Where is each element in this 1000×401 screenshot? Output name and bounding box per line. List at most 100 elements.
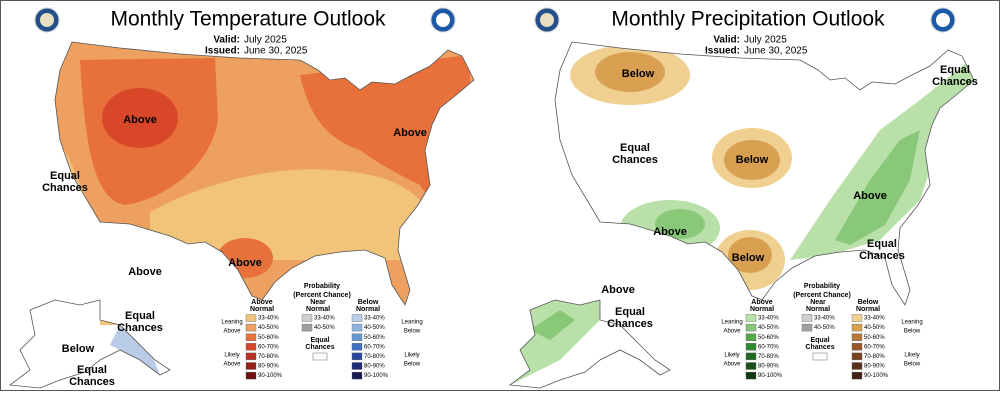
issued-date: June 30, 2025 — [744, 46, 808, 57]
legend-item: 50-60% — [758, 335, 779, 341]
legend-item: 33-40% — [864, 316, 885, 322]
legend-title: Probability — [804, 283, 840, 290]
legend-category: Leaning — [721, 320, 742, 326]
legend-swatch — [351, 352, 363, 361]
legend-swatch — [351, 314, 363, 322]
region-label: Equal — [77, 364, 107, 376]
region-label: Chances — [859, 250, 905, 262]
region — [110, 325, 160, 375]
legend-header: Normal — [356, 306, 380, 313]
legend-header: Near — [810, 299, 826, 306]
legend-header: Below — [358, 299, 379, 306]
legend-header: Below — [858, 299, 879, 306]
legend-swatch — [245, 352, 257, 361]
legend-item: 70-80% — [364, 354, 385, 360]
map-title: Monthly Precipitation Outlook — [611, 8, 885, 31]
legend-swatch — [301, 314, 313, 322]
legend-item: 33-40% — [258, 316, 279, 322]
issued-label: Issued: — [705, 46, 740, 57]
legend-item: 80-90% — [258, 364, 279, 370]
legend-header: Near — [310, 299, 326, 306]
map-title: Monthly Temperature Outlook — [110, 8, 386, 31]
us-outline — [554, 41, 975, 306]
legend-swatch — [745, 371, 757, 380]
legend-item: 40-50% — [258, 325, 279, 331]
region — [102, 88, 178, 148]
region-label: Equal — [50, 170, 80, 182]
region-label: Equal — [620, 142, 650, 154]
region — [728, 237, 772, 273]
legend-swatch — [351, 371, 363, 380]
us-outline — [54, 41, 475, 306]
legend-item: 90-100% — [364, 373, 389, 379]
region — [595, 52, 665, 92]
logo-inner — [540, 13, 554, 27]
region-label: Equal — [940, 64, 970, 76]
legend-category: Below — [904, 329, 921, 335]
legend-equal: Chances — [305, 344, 334, 351]
legend-swatch — [245, 371, 257, 380]
legend-category: Below — [904, 362, 921, 368]
alaska-outline — [508, 299, 671, 389]
legend-item: 33-40% — [314, 316, 335, 322]
legend-equal: Chances — [805, 344, 834, 351]
legend-equal: Equal — [810, 337, 829, 344]
region-label: Above — [601, 284, 635, 296]
legend-header: Normal — [856, 306, 880, 313]
legend-swatch — [851, 371, 863, 380]
legend-category: Leaning — [401, 320, 422, 326]
region-label: Chances — [117, 322, 163, 334]
legend-subtitle: (Percent Chance) — [793, 292, 851, 299]
legend-category: Below — [404, 362, 421, 368]
legend-item: 70-80% — [864, 354, 885, 360]
logo-inner — [40, 13, 54, 27]
region — [655, 209, 705, 239]
valid-label: Valid: — [713, 35, 740, 46]
legend-swatch — [745, 362, 757, 370]
legend-swatch — [851, 362, 863, 370]
region-label: Below — [62, 343, 95, 355]
legend-swatch — [745, 333, 757, 341]
legend-swatch — [851, 323, 863, 332]
legend-swatch — [745, 343, 757, 351]
region-label: Above — [128, 266, 162, 278]
region-label: Below — [622, 68, 655, 80]
region-label: Chances — [932, 76, 978, 88]
legend-category: Above — [223, 329, 241, 335]
legend-swatch — [851, 343, 863, 351]
legend-swatch — [351, 362, 363, 370]
legend-item: 60-70% — [364, 344, 385, 350]
legend-category: Likely — [724, 353, 739, 359]
legend-swatch — [851, 352, 863, 361]
legend-swatch — [851, 333, 863, 341]
legend-title: Probability — [304, 283, 340, 290]
issued-label: Issued: — [205, 46, 240, 57]
region-label: Chances — [42, 182, 88, 194]
legend-equal-swatch — [312, 352, 328, 361]
legend-header: Normal — [250, 306, 274, 313]
region — [530, 310, 575, 340]
legend-item: 80-90% — [864, 364, 885, 370]
region — [724, 140, 780, 180]
map-panel: Monthly Precipitation Outlook Valid: July … — [508, 7, 978, 389]
legend-swatch — [801, 314, 813, 322]
legend-item: 90-100% — [758, 373, 783, 379]
valid-date: July 2025 — [244, 35, 287, 46]
legend-swatch — [801, 323, 813, 332]
legend-category: Likely — [904, 353, 919, 359]
legend-swatch — [245, 314, 257, 322]
legend-item: 90-100% — [258, 373, 283, 379]
region-label: Equal — [615, 306, 645, 318]
legend-item: 70-80% — [758, 354, 779, 360]
legend-category: Below — [404, 329, 421, 335]
legend-swatch — [245, 362, 257, 370]
legend-item: 50-60% — [258, 335, 279, 341]
legend-swatch — [245, 343, 257, 351]
legend-item: 40-50% — [864, 325, 885, 331]
map-fill — [555, 42, 974, 305]
legend-item: 80-90% — [364, 364, 385, 370]
legend-item: 60-70% — [864, 344, 885, 350]
region-label: Above — [853, 190, 887, 202]
legend-category: Above — [723, 329, 741, 335]
legend-category: Leaning — [901, 320, 922, 326]
